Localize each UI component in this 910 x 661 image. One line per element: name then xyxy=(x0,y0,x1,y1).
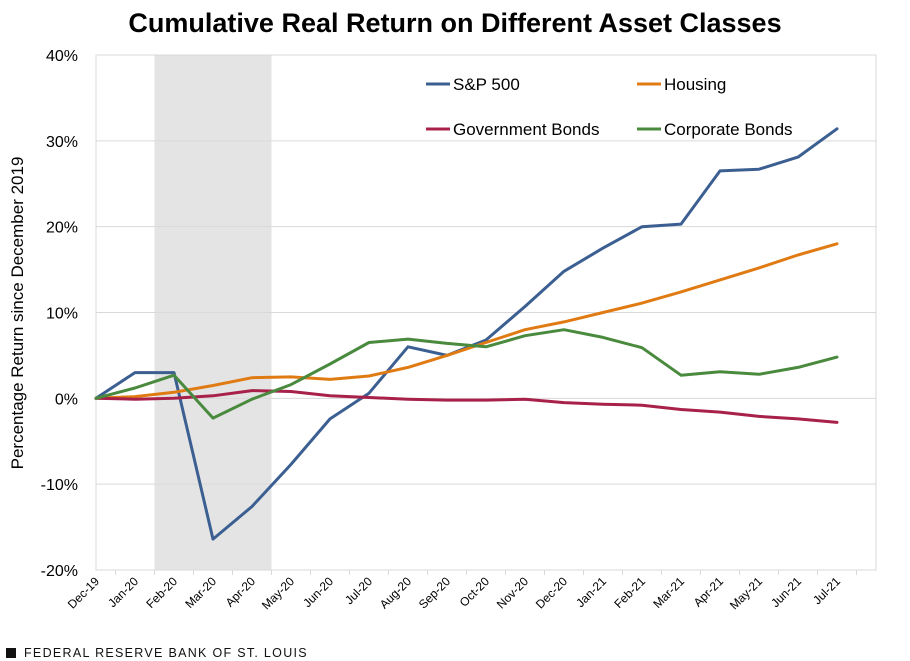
legend-entry: S&P 500 xyxy=(453,75,520,94)
x-tick-label: Nov-20 xyxy=(494,574,531,611)
x-tick-label: Mar-21 xyxy=(650,574,687,611)
x-tick-label: Dec-20 xyxy=(533,574,570,611)
y-tick-label: 10% xyxy=(46,306,78,323)
footer-text: FEDERAL RESERVE BANK OF ST. LOUIS xyxy=(24,646,308,660)
x-tick-label: Jan-21 xyxy=(573,574,609,610)
y-tick-label: 20% xyxy=(46,220,78,237)
y-tick-label: 30% xyxy=(46,134,78,151)
y-axis-label: Percentage Return since December 2019 xyxy=(8,157,27,470)
x-tick-label: May-21 xyxy=(727,574,765,612)
x-tick-label: Mar-20 xyxy=(182,574,219,611)
chart-title: Cumulative Real Return on Different Asse… xyxy=(128,8,782,38)
legend-entry: Housing xyxy=(664,75,726,94)
series-line-corporate-bonds xyxy=(94,328,839,420)
y-tick-label: 0% xyxy=(55,391,78,408)
x-tick-label: Feb-21 xyxy=(611,574,648,611)
x-tick-label: Sep-20 xyxy=(416,574,453,611)
x-tick-label: Jan-20 xyxy=(105,574,141,610)
series-line-government-bonds xyxy=(94,389,839,424)
y-tick-label: 40% xyxy=(46,48,78,65)
footer: FEDERAL RESERVE BANK OF ST. LOUIS xyxy=(6,646,308,660)
y-tick-label: -10% xyxy=(41,477,78,494)
square-icon xyxy=(6,648,16,658)
y-tick-label: -20% xyxy=(41,563,78,580)
x-tick-label: Jul-21 xyxy=(810,574,843,607)
x-tick-label: Oct-20 xyxy=(457,574,493,610)
x-tick-label: Aug-20 xyxy=(377,574,414,611)
x-tick-label: Feb-20 xyxy=(143,574,180,611)
legend-entry: Government Bonds xyxy=(453,120,599,139)
legend-entry: Corporate Bonds xyxy=(664,120,793,139)
x-tick-label: Apr-21 xyxy=(691,574,727,610)
series-line-housing xyxy=(94,242,839,400)
x-tick-label: Jul-20 xyxy=(342,574,375,607)
x-tick-label: Jun-21 xyxy=(768,574,804,610)
x-tick-label: Jun-20 xyxy=(300,574,336,610)
x-tick-label: Apr-20 xyxy=(223,574,259,610)
x-tick-label: May-20 xyxy=(259,574,297,612)
plot-frame xyxy=(95,54,877,571)
